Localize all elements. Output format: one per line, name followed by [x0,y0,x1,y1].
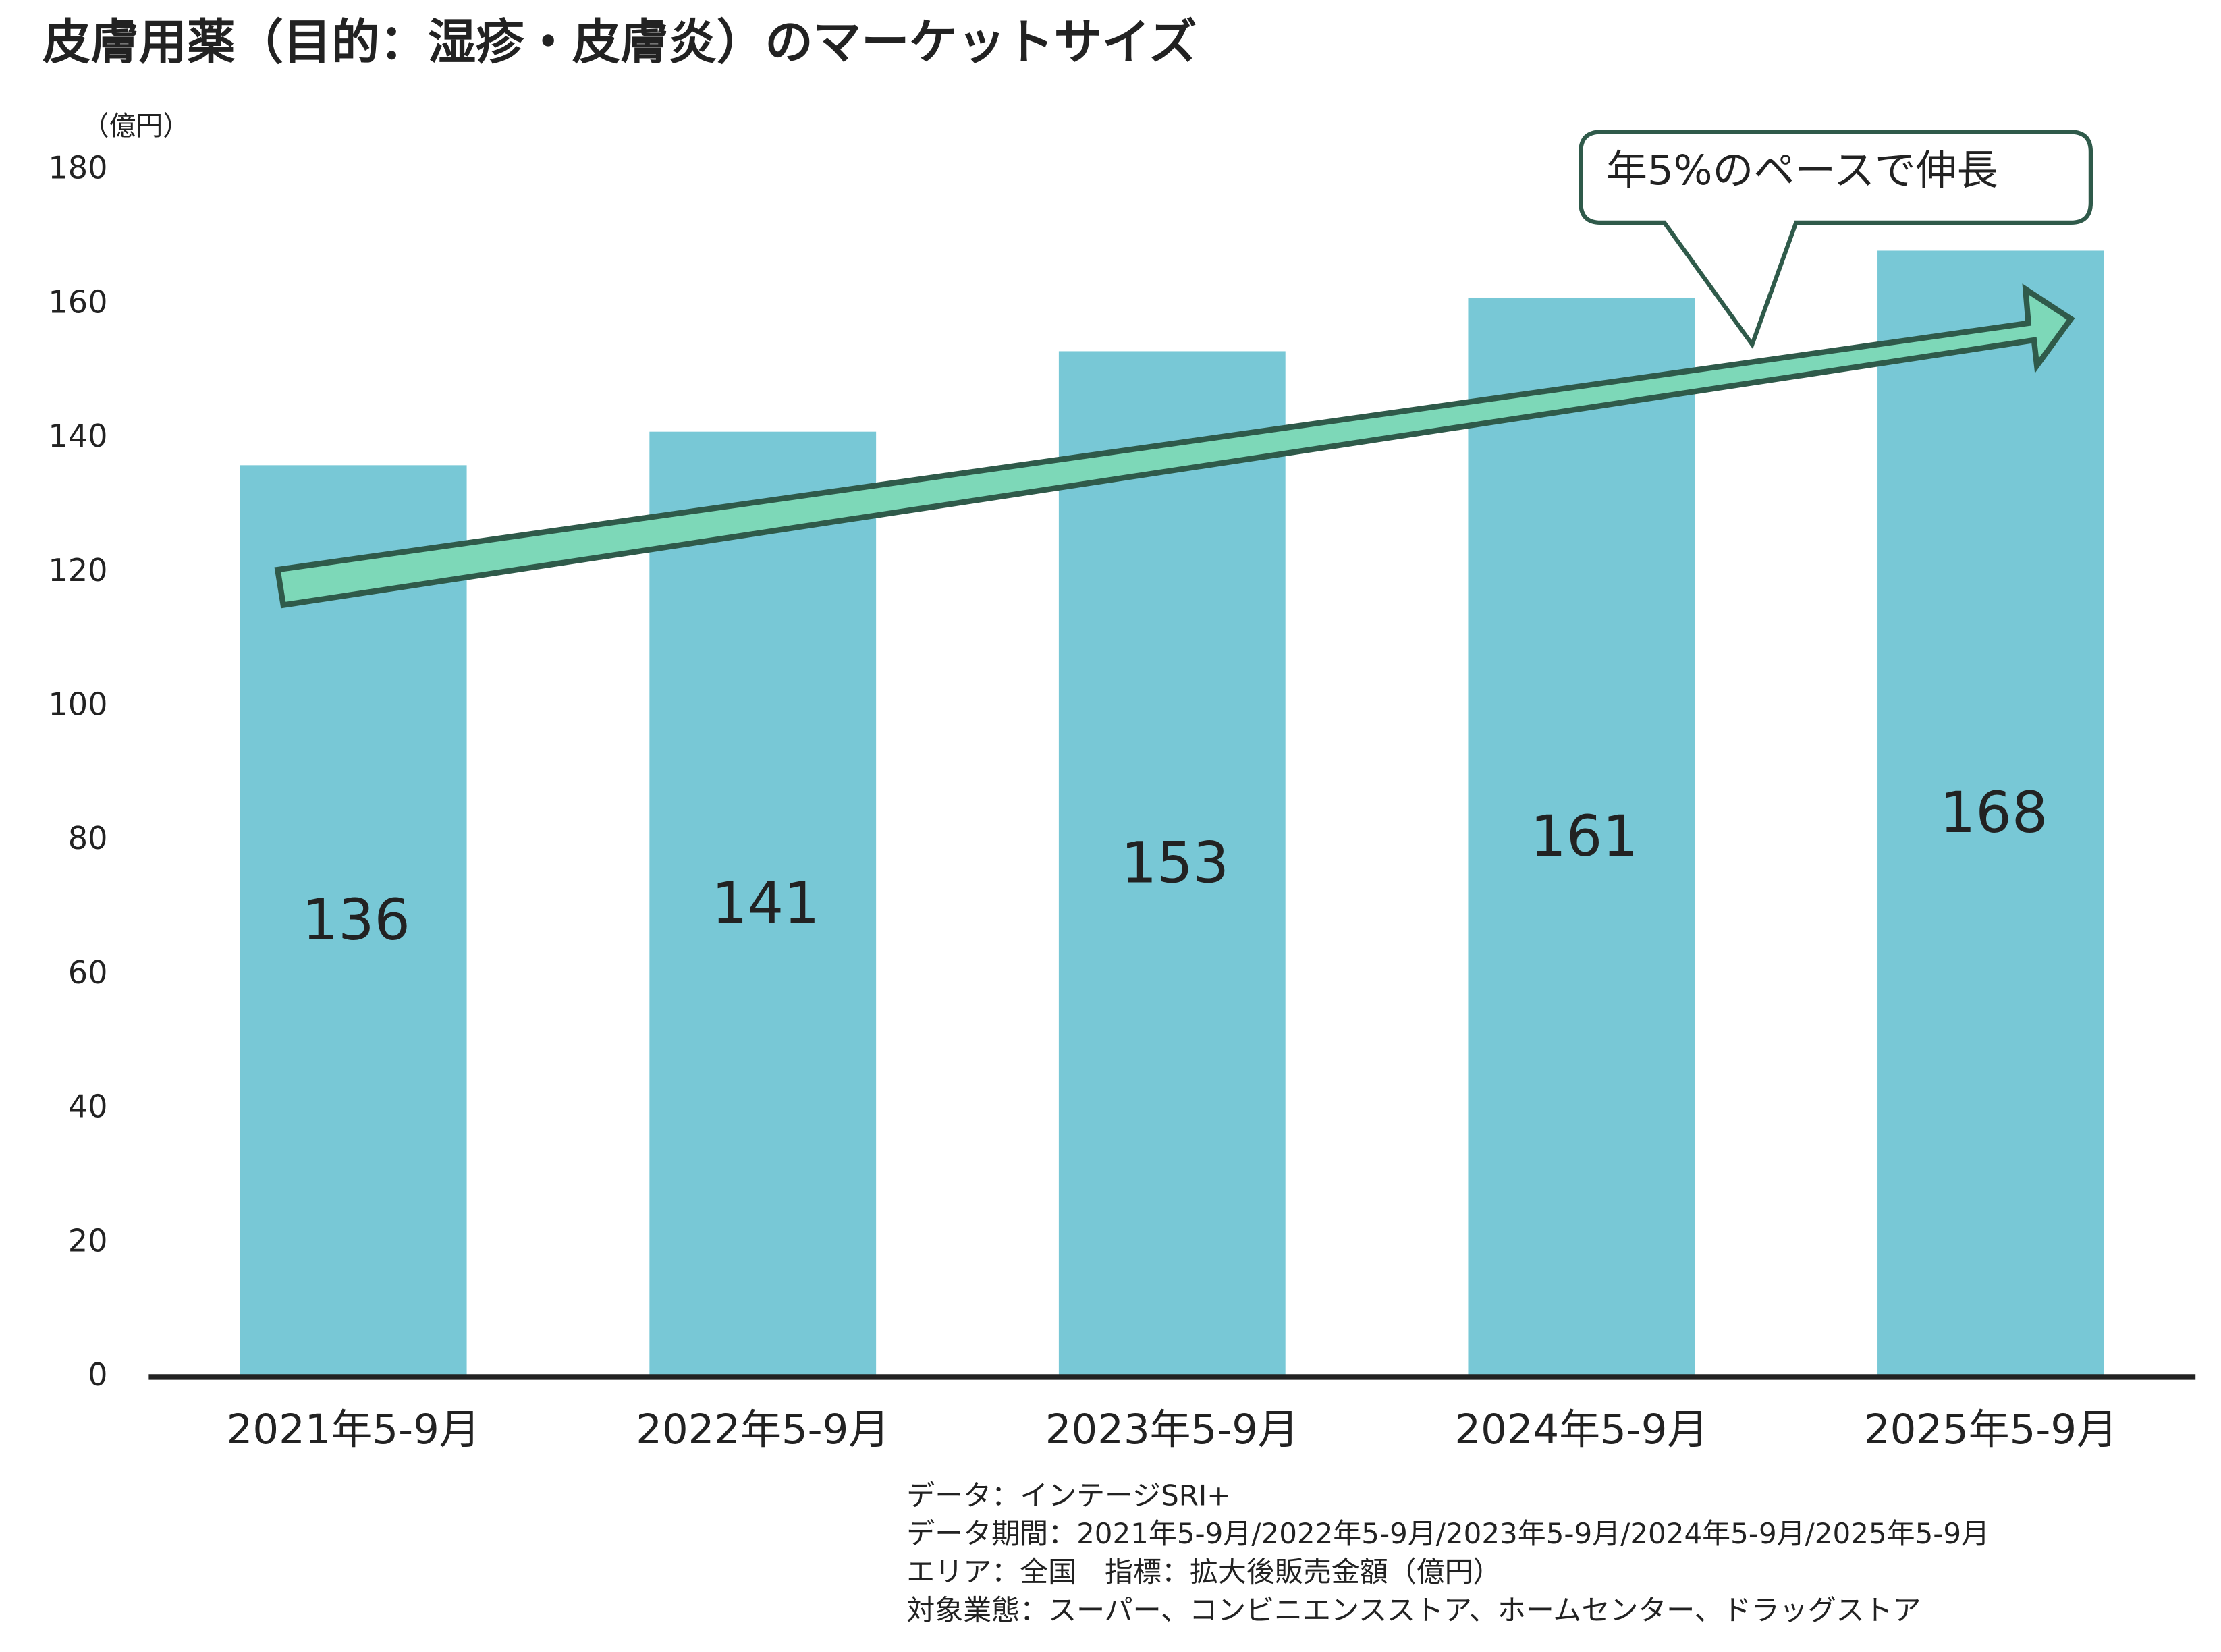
data-label: 141 [711,870,819,936]
data-label: 136 [302,887,410,953]
y-tick-label: 180 [48,150,107,186]
chart-title: 皮膚用薬（目的：湿疹・皮膚炎）のマーケットサイズ [43,14,1197,70]
y-tick-label: 160 [48,283,107,320]
bar [240,465,467,1377]
data-label: 168 [1940,779,2048,846]
y-unit: （億円） [82,111,190,142]
note: エリア：全国 指標：拡大後販売金額（億円） [906,1555,1501,1589]
y-tick-label: 40 [68,1089,108,1125]
bar [1877,250,2104,1377]
x-tick-label: 2025年5-9月 [1864,1406,2118,1454]
bar [1058,351,1286,1377]
note: データ期間：2021年5-9月/2022年5-9月/2023年5-9月/2024… [906,1517,1990,1550]
notes: データ：インテージSRI+ データ期間：2021年5-9月/2022年5-9月/2… [906,1479,1990,1626]
y-tick-label: 60 [68,954,108,991]
x-tick-label: 2024年5-9月 [1454,1406,1708,1454]
data-label: 153 [1121,830,1229,896]
x-tick-label: 2023年5-9月 [1045,1406,1299,1454]
y-tick-label: 140 [48,418,107,454]
y-tick-label: 100 [48,686,107,722]
y-tick-label: 80 [68,820,108,856]
x-tick-label: 2022年5-9月 [636,1406,889,1454]
x-tick-label: 2021年5-9月 [227,1406,481,1454]
y-tick-label: 0 [88,1356,107,1393]
trend-arrow [274,283,2075,609]
plot: 0 20 40 60 80 100 120 140 160 180 2021年5-9月 136 2022… [48,150,2196,1454]
y-tick-label: 20 [68,1222,108,1259]
bar [649,431,877,1377]
annotation: 年5%のペースで伸長 [1606,147,1998,194]
note: データ：インテージSRI+ [906,1479,1230,1512]
bar [1468,297,1695,1377]
y-tick-label: 120 [48,552,107,588]
data-label: 161 [1530,803,1638,869]
callout [1579,130,2093,350]
note: 対象業態：スーパー、コンビニエンスストア、ホームセンター、ドラッグストア [906,1593,1921,1626]
